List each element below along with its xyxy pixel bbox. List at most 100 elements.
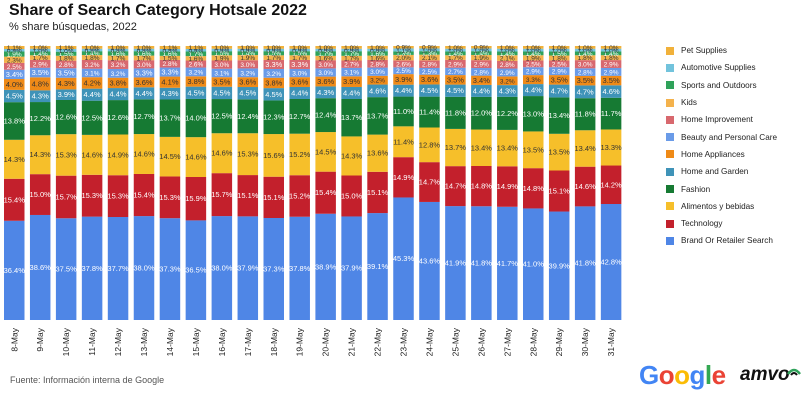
x-tick-label: 21-May	[347, 327, 357, 356]
data-label: 2.9%	[604, 69, 619, 76]
data-label: 14.6%	[211, 149, 233, 158]
bar-segment-fashion	[393, 96, 414, 127]
data-label: 13.7%	[367, 111, 389, 120]
bar-segment-alimentos-y-bebidas	[4, 139, 25, 179]
data-label: 4.8%	[32, 79, 49, 88]
bar-segment-home-improvement	[445, 59, 466, 68]
legend-label: Brand Or Retailer Search	[681, 236, 773, 246]
x-tick-label: 8-May	[9, 327, 19, 351]
bar-segment-fashion	[263, 100, 284, 135]
data-label: 1.4%	[474, 51, 489, 58]
data-label: 3.2%	[266, 71, 281, 78]
bar-segment-automotive-supplies	[523, 48, 544, 52]
data-label: 37.9%	[237, 264, 259, 273]
bar-segment-beauty-and-personal-care	[289, 68, 310, 78]
bar-segment-pet-supplies	[445, 46, 466, 49]
data-label: 2.8%	[578, 70, 593, 77]
stacked-bar-chart: 36.4%15.4%14.3%13.8%4.5%4.0%3.4%2.5%2.3%…	[4, 45, 622, 357]
bar-segment-kids	[29, 55, 51, 60]
data-label: 3.5%	[58, 68, 75, 77]
data-label: 37.9%	[341, 264, 363, 273]
data-label: 0.9%	[214, 47, 229, 54]
bar-segment-pet-supplies	[471, 46, 492, 49]
bar-segment-fashion	[159, 99, 181, 137]
data-label: 3.2%	[370, 78, 385, 85]
data-label: 4.6%	[369, 86, 386, 95]
bar-segment-sports-and-outdoors	[393, 51, 414, 55]
data-label: 0.9%	[292, 47, 307, 54]
bar-segment-fashion	[523, 96, 544, 132]
data-label: 0.9%	[163, 48, 178, 55]
data-label: 13.7%	[159, 114, 181, 123]
data-label: 1.0%	[85, 45, 100, 52]
bar-segment-home-improvement	[159, 59, 181, 68]
bar-segment-alimentos-y-bebidas	[341, 136, 362, 176]
data-label: 14.0%	[185, 114, 207, 123]
legend-swatch	[666, 219, 674, 228]
data-label: 3.3%	[291, 60, 308, 69]
data-label: 3.2%	[500, 78, 515, 85]
bar-segment-alimentos-y-bebidas	[185, 137, 207, 177]
bar-segment-pet-supplies	[548, 46, 570, 49]
bar-segment-alimentos-y-bebidas	[574, 130, 596, 167]
data-label: 12.7%	[133, 112, 155, 121]
data-label: 13.4%	[549, 111, 571, 120]
data-label: 2.0%	[396, 55, 411, 62]
data-label: 3.2%	[85, 62, 100, 69]
data-label: 1.0%	[604, 48, 619, 55]
legend-label: Home Appliances	[681, 149, 745, 159]
data-label: 2.8%	[370, 61, 385, 68]
data-label: 1.1%	[7, 45, 22, 52]
legend-swatch	[666, 115, 674, 124]
bar-segment-home-and-garden	[367, 84, 388, 98]
bar-segment-home-appliances	[55, 77, 77, 90]
bar-segment-kids	[523, 55, 544, 61]
data-label: 4.3%	[58, 79, 75, 88]
bar-segment-home-improvement	[237, 60, 259, 69]
bar-segment-home-improvement	[341, 60, 362, 68]
data-label: 3.5%	[577, 76, 594, 85]
x-tick-label: 25-May	[450, 327, 460, 356]
data-label: 4.2%	[84, 78, 101, 87]
data-label: 1.1%	[163, 45, 178, 52]
data-label: 15.3%	[237, 150, 259, 159]
data-label: 38.0%	[133, 264, 155, 273]
data-label: 14.3%	[341, 151, 363, 160]
bar-segment-beauty-and-personal-care	[315, 68, 336, 77]
legend-swatch	[666, 167, 674, 176]
data-label: 4.5%	[6, 92, 23, 101]
data-label: 39.9%	[549, 261, 571, 270]
bar-segment-kids	[263, 55, 284, 60]
bar-segment-beauty-and-personal-care	[574, 68, 596, 76]
legend-label: Home and Garden	[681, 167, 749, 177]
data-label: 4.6%	[603, 87, 620, 96]
bar-segment-brand-or-retailer-search	[600, 204, 622, 320]
data-label: 1.8%	[578, 55, 593, 62]
data-label: 3.3%	[265, 60, 282, 69]
data-label: 2.7%	[448, 69, 463, 76]
bar-segment-automotive-supplies	[367, 48, 388, 52]
data-label: 13.6%	[367, 149, 389, 158]
bar-segment-automotive-supplies	[185, 49, 207, 52]
data-label: 1.6%	[163, 51, 178, 58]
data-label: 3.0%	[292, 71, 307, 78]
google-logo: Google	[639, 360, 726, 391]
bar-segment-automotive-supplies	[29, 48, 51, 52]
data-label: 12.5%	[81, 113, 103, 122]
bar-segment-kids	[548, 55, 570, 61]
data-label: 3.3%	[135, 68, 152, 77]
x-tick-label: 12-May	[113, 327, 123, 356]
data-label: 1.7%	[188, 51, 203, 58]
bar-segment-home-appliances	[393, 74, 414, 85]
bar-segment-brand-or-retailer-search	[419, 201, 440, 320]
data-label: 1.0%	[448, 45, 463, 52]
bar-segment-pet-supplies	[211, 46, 233, 49]
data-label: 41.8%	[471, 259, 493, 268]
data-label: 1.7%	[137, 55, 152, 62]
bar-segment-brand-or-retailer-search	[263, 218, 284, 320]
bar-segment-beauty-and-personal-care	[29, 67, 51, 78]
data-label: 0.9%	[344, 47, 359, 54]
x-tick-label: 20-May	[321, 327, 331, 356]
data-label: 2.8%	[422, 62, 437, 69]
data-label: 0.9%	[318, 47, 333, 54]
